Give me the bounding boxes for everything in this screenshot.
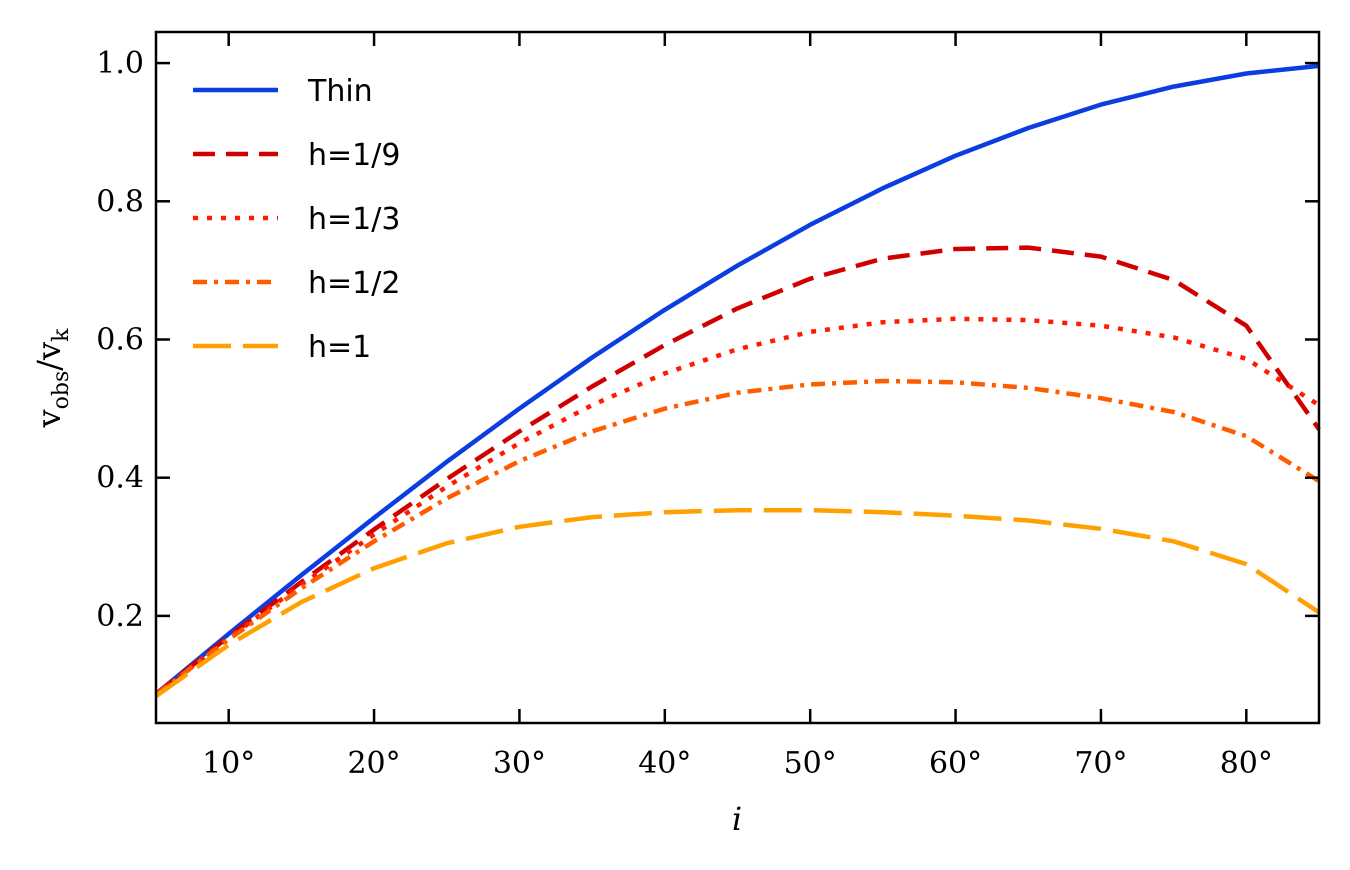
y-axis-label-main-2: v: [30, 342, 68, 361]
y-axis-label: vobs/vk: [30, 328, 74, 429]
series-layer: [154, 63, 1321, 698]
x-tick-label: 70°: [1074, 746, 1127, 781]
series-line-4: [154, 507, 1321, 698]
legend-label-1: h=1/9: [308, 138, 400, 173]
y-tick-label: 0.6: [96, 322, 144, 357]
series-line-0: [154, 63, 1320, 696]
legend-label-0: Thin: [307, 74, 373, 109]
x-tick-label: 20°: [347, 746, 400, 781]
y-axis-label-sub2: k: [49, 328, 74, 342]
legend-label-4: h=1: [308, 330, 371, 365]
x-tick-label: 80°: [1220, 746, 1273, 781]
series-line-2: [154, 316, 1321, 697]
x-tick-label: 10°: [202, 746, 255, 781]
y-tick-label: 1.0: [96, 46, 144, 81]
x-axis-label: i: [732, 800, 742, 838]
y-axis-label-slash: /: [30, 360, 68, 371]
plot-frame: [154, 30, 1321, 725]
series-line-3: [154, 378, 1321, 697]
y-tick-label: 0.8: [96, 184, 144, 219]
x-tick-label: 50°: [784, 746, 837, 781]
y-tick-label: 0.4: [96, 461, 144, 496]
legend-label-3: h=1/2: [308, 266, 400, 301]
y-tick-label: 0.2: [96, 599, 144, 634]
y-axis-label-sub1: obs: [49, 371, 74, 410]
plot-area: [156, 32, 1319, 723]
x-tick-label: 40°: [638, 746, 691, 781]
x-tick-label: 60°: [929, 746, 982, 781]
x-tick-label: 30°: [493, 746, 546, 781]
series-line-1: [154, 245, 1321, 696]
y-axis-label-main: v: [30, 409, 68, 428]
legend: Thin h=1/9 h=1/3 h=1/2 h=1: [193, 74, 400, 365]
ticks-layer: 10° 20° 30° 40° 50° 60° 70° 80° 0.2 0.4 0.6 0.8 1.0: [96, 32, 1319, 781]
legend-label-2: h=1/3: [308, 202, 400, 237]
